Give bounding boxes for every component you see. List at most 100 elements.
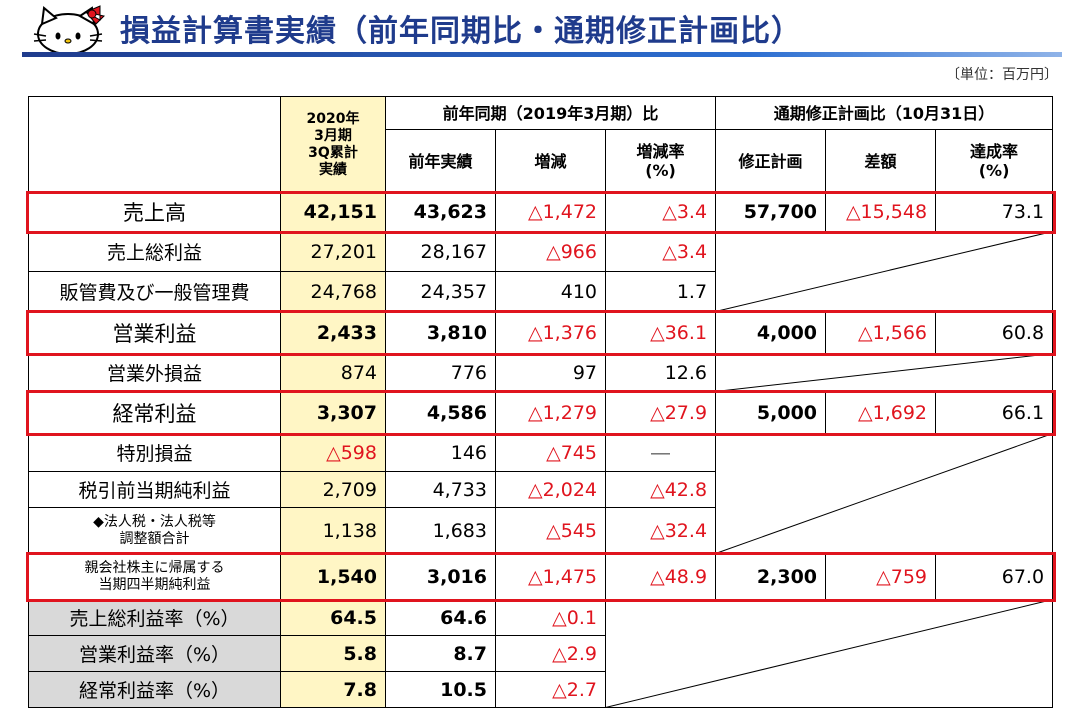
empty-ratio-block (604, 599, 1054, 708)
page-title: 損益計算書実績（前年同期比・通期修正計画比） (120, 14, 802, 49)
cell-current: △598 (280, 433, 386, 472)
header-row-2: 前年実績 増減 増減率 (%) 修正計画 差額 達成率 (%) (29, 129, 1054, 193)
row-label: 売上高 (28, 192, 281, 232)
header-plan: 修正計画 (715, 129, 827, 193)
cell-change: △2,024 (495, 471, 606, 508)
cell-change: △2.9 (495, 635, 606, 672)
header-change-rate: 増減率 (%) (604, 129, 717, 193)
cell-change: △545 (495, 507, 606, 554)
cell-current: 874 (280, 353, 386, 392)
cell-rate: △27.9 (604, 391, 717, 434)
cell-rate: △3.4 (604, 192, 717, 232)
header-current: 2020年 3月期 3Q累計 実績 (280, 96, 386, 193)
cell-achieve: 73.1 (935, 192, 1054, 232)
cell-rate: 12.6 (604, 353, 717, 392)
cell-prev: 4,733 (385, 471, 496, 508)
header-row-1: 2020年 3月期 3Q累計 実績 前年同期（2019年3月期）比 通期修正計画… (28, 96, 1054, 193)
cell-prev: 8.7 (385, 635, 496, 672)
row-label: 売上総利益率（%） (28, 599, 281, 636)
cell-current: 64.5 (280, 599, 386, 636)
cell-change: △1,376 (495, 311, 606, 354)
cell-achieve: 60.8 (935, 311, 1054, 354)
cell-plan: 57,700 (715, 192, 827, 232)
cell-prev: 776 (385, 353, 496, 392)
title-underline (22, 52, 1062, 57)
row-income-taxes: ◆法人税・法人税等 調整額合計 1,138 1,683 △545 △32.4 (28, 507, 1053, 554)
row-operating-income: 営業利益 2,433 3,810 △1,376 △36.1 4,000 △1,5… (28, 311, 1054, 354)
hello-kitty-icon (33, 5, 105, 55)
cell-prev: 3,810 (385, 311, 496, 354)
cell-rate: △48.9 (604, 553, 717, 600)
cell-change: △745 (495, 433, 606, 472)
cell-plan: 4,000 (715, 311, 827, 354)
row-net-income: 親会社株主に帰属する 当期四半期純利益 1,540 3,016 △1,475 △… (28, 553, 1054, 600)
cell-rate: △3.4 (604, 231, 717, 272)
cell-current: 42,151 (280, 192, 386, 232)
row-ordinary-margin: 経常利益率（%） 7.8 10.5 △2.7 (28, 671, 1053, 708)
cell-current: 7.8 (280, 671, 386, 708)
cell-current: 24,768 (280, 271, 386, 312)
row-label: 販管費及び一般管理費 (28, 271, 281, 312)
header-achieve: 達成率 (%) (935, 129, 1054, 193)
header-prev-actual: 前年実績 (385, 129, 496, 193)
row-label: 特別損益 (28, 433, 281, 472)
cell-rate: △32.4 (604, 507, 717, 554)
row-label: ◆法人税・法人税等 調整額合計 (28, 507, 281, 554)
row-net-sales: 売上高 42,151 43,623 △1,472 △3.4 57,700 △15… (28, 192, 1054, 232)
cell-rate: △36.1 (604, 311, 717, 354)
header-diff: 差額 (825, 129, 937, 193)
row-label: 経常利益 (28, 391, 281, 434)
cell-diff: △759 (825, 553, 937, 600)
row-label: 親会社株主に帰属する 当期四半期純利益 (28, 553, 281, 600)
row-label: 売上総利益 (28, 231, 281, 272)
row-label: 経常利益率（%） (28, 671, 281, 708)
header-group-plan: 通期修正計画比（10月31日） (715, 96, 1054, 130)
cell-prev: 1,683 (385, 507, 496, 554)
empty-plan-block-2 (715, 353, 1054, 392)
cell-prev: 43,623 (385, 192, 496, 232)
row-label: 税引前当期純利益 (28, 471, 281, 508)
cell-prev: 64.6 (385, 599, 496, 636)
cell-current: 3,307 (280, 391, 386, 434)
cell-achieve: 66.1 (935, 391, 1054, 434)
income-statement-table: 2020年 3月期 3Q累計 実績 前年同期（2019年3月期）比 通期修正計画… (28, 96, 1054, 708)
cell-prev: 10.5 (385, 671, 496, 708)
cell-change: 97 (495, 353, 606, 392)
cell-current: 5.8 (280, 635, 386, 672)
cell-diff: △1,692 (825, 391, 937, 434)
cell-rate: △42.8 (604, 471, 717, 508)
cell-change: △966 (495, 231, 606, 272)
cell-plan: 2,300 (715, 553, 827, 600)
row-non-operating: 営業外損益 874 776 97 12.6 (28, 353, 1054, 392)
row-label: 営業外損益 (28, 353, 281, 392)
header-group-prev: 前年同期（2019年3月期）比 (384, 96, 717, 130)
cell-rate: 1.7 (604, 271, 717, 312)
unit-note: 〔単位：百万円〕 (946, 67, 1058, 83)
cell-diff: △1,566 (825, 311, 937, 354)
header-blank (28, 96, 281, 193)
cell-change: 410 (495, 271, 606, 312)
cell-rate: ― (604, 433, 717, 472)
row-pretax-income: 税引前当期純利益 2,709 4,733 △2,024 △42.8 (28, 471, 1053, 508)
cell-change: △1,279 (495, 391, 606, 434)
cell-current: 2,709 (280, 471, 386, 508)
cell-current: 27,201 (280, 231, 386, 272)
cell-prev: 146 (385, 433, 496, 472)
empty-plan-block-3 (715, 433, 1054, 554)
cell-change: △2.7 (495, 671, 606, 708)
cell-achieve: 67.0 (935, 553, 1054, 600)
cell-current: 1,540 (280, 553, 386, 600)
cell-change: △1,472 (495, 192, 606, 232)
cell-prev: 3,016 (385, 553, 496, 600)
cell-current: 1,138 (280, 507, 386, 554)
cell-prev: 24,357 (385, 271, 496, 312)
cell-diff: △15,548 (825, 192, 937, 232)
row-ordinary-income: 経常利益 3,307 4,586 △1,279 △27.9 5,000 △1,6… (28, 391, 1054, 434)
cell-current: 2,433 (280, 311, 386, 354)
row-gross-margin: 売上総利益率（%） 64.5 64.6 △0.1 (28, 599, 1054, 708)
row-label: 営業利益率（%） (28, 635, 281, 672)
row-gross-profit: 売上総利益 27,201 28,167 △966 △3.4 (28, 231, 1054, 312)
header-change: 増減 (495, 129, 606, 193)
cell-change: △0.1 (495, 599, 606, 636)
cell-change: △1,475 (495, 553, 606, 600)
